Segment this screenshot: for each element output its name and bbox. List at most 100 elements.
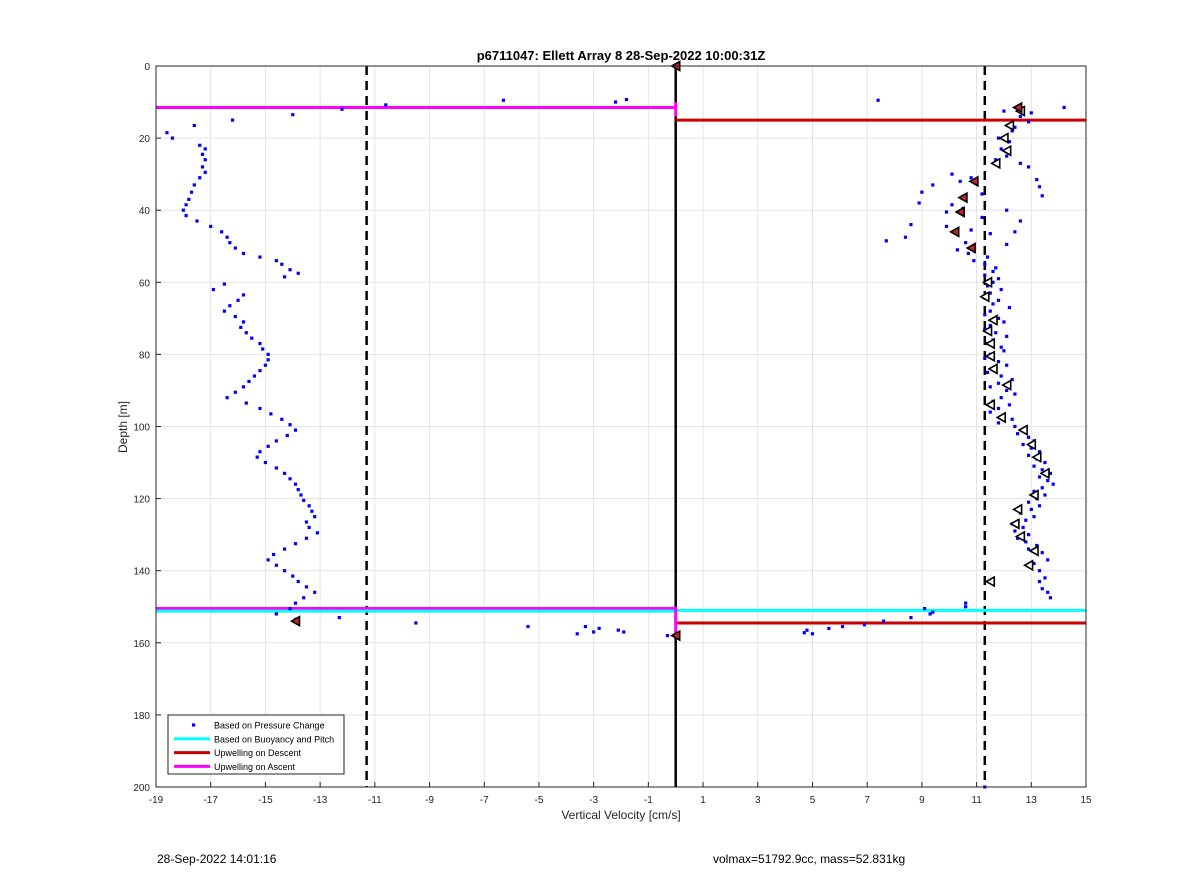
pressure-change-point [200, 152, 205, 156]
pressure-change-point [909, 615, 913, 620]
chart-title: p6711047: Ellett Array 8 28-Sep-2022 10:… [477, 48, 766, 63]
y-tick-label: 0 [144, 62, 150, 73]
pressure-change-point [1046, 558, 1050, 562]
legend-box [167, 714, 345, 775]
pressure-change-point [613, 100, 618, 104]
pressure-change-point [985, 284, 990, 288]
filled-marker [289, 615, 301, 628]
x-tick-label: -13 [313, 795, 328, 806]
pressure-change-point [293, 542, 298, 546]
pressure-change-point [258, 450, 262, 454]
pressure-change-point [184, 214, 188, 218]
pressure-change-point [170, 136, 175, 140]
pressure-change-point [501, 98, 505, 102]
pressure-change-point [255, 455, 259, 459]
pressure-change-point [1062, 105, 1066, 110]
triangle-marker [1017, 424, 1028, 436]
pressure-change-point [203, 147, 207, 151]
pressure-change-point [1032, 515, 1036, 519]
pressure-change-point [304, 585, 309, 589]
triangle-marker [1001, 144, 1012, 157]
pressure-change-point [315, 531, 319, 535]
pressure-change-point [280, 417, 284, 421]
pressure-change-point [980, 192, 984, 196]
pressure-change-point [624, 97, 629, 102]
pressure-change-point [996, 381, 1001, 385]
pressure-change-point [999, 287, 1003, 292]
pressure-change-point [1013, 125, 1017, 129]
pressure-change-point [1046, 478, 1050, 483]
pressure-change-point [1048, 596, 1053, 600]
pressure-change-point [296, 579, 300, 584]
pressure-change-point [313, 590, 317, 594]
legend-label: Based on Buoyancy and Pitch [214, 734, 334, 744]
triangle-marker [987, 314, 998, 327]
pressure-change-point [285, 433, 289, 438]
pressure-change-point [1032, 561, 1036, 566]
pressure-change-point [274, 563, 278, 567]
pressure-change-point [291, 113, 295, 117]
pressure-change-point [1037, 504, 1042, 508]
pressure-change-point [293, 428, 298, 432]
pressure-change-point [313, 515, 317, 519]
pressure-change-point [250, 336, 254, 340]
y-axis-label: Depth [m] [116, 401, 130, 453]
pressure-change-point [181, 208, 185, 212]
triangle-marker [1014, 530, 1026, 543]
pressure-change-point [999, 345, 1003, 349]
pressure-change-point [241, 385, 246, 389]
pressure-change-point [996, 298, 1001, 302]
triangle-marker [984, 575, 996, 588]
pressure-change-point [274, 466, 278, 470]
pressure-change-point [1018, 161, 1022, 165]
x-tick-label: 7 [864, 795, 870, 806]
pressure-change-point [296, 487, 300, 492]
pressure-change-point [1018, 219, 1022, 223]
pressure-change-point [994, 266, 998, 270]
pressure-change-point [996, 421, 1001, 425]
pressure-change-point [1007, 403, 1012, 407]
horizontal-lines [156, 102, 1086, 636]
pressure-change-point [211, 287, 216, 292]
legend-label: Upwelling on Descent [214, 748, 302, 758]
pressure-change-point [310, 509, 314, 513]
pressure-change-point [1016, 432, 1020, 436]
pressure-change-point [187, 197, 191, 201]
triangle-marker [998, 132, 1009, 144]
pressure-change-point [1037, 450, 1042, 454]
pressure-change-point [996, 277, 1001, 281]
pressure-change-point [228, 241, 232, 245]
pressure-change-point [241, 293, 246, 297]
pressure-change-point [266, 444, 270, 448]
pressure-change-point [293, 482, 298, 486]
x-tick-label: -19 [149, 795, 164, 806]
pressure-change-point [917, 201, 921, 205]
pressure-change-point [999, 396, 1003, 400]
x-axis-label: Vertical Velocity [cm/s] [561, 808, 680, 822]
x-tick-label: 15 [1080, 795, 1092, 806]
pressure-change-point [192, 183, 196, 187]
y-tick-label: 180 [133, 711, 150, 722]
triangle-marker [984, 337, 996, 350]
pressure-change-point [1026, 453, 1031, 457]
pressure-change-point [288, 477, 292, 481]
pressure-change-point [665, 633, 670, 638]
x-tick-label: -3 [589, 795, 598, 806]
pressure-change-point [1043, 460, 1047, 465]
y-tick-label: 100 [133, 423, 150, 434]
pressure-change-point [266, 352, 270, 356]
pressure-change-point [996, 316, 1001, 320]
pressure-change-point [282, 569, 287, 573]
pressure-change-point [384, 103, 388, 107]
pressure-change-point [198, 143, 202, 147]
pressure-change-point [983, 356, 987, 360]
pressure-change-point [1026, 500, 1031, 504]
pressure-change-point [988, 309, 992, 313]
pressure-change-point [282, 471, 287, 475]
pressure-change-point [1002, 109, 1006, 113]
pressure-change-point [991, 302, 995, 306]
pressure-change-point [282, 547, 287, 551]
filled-marker [968, 175, 979, 188]
pressure-change-point [266, 358, 270, 362]
